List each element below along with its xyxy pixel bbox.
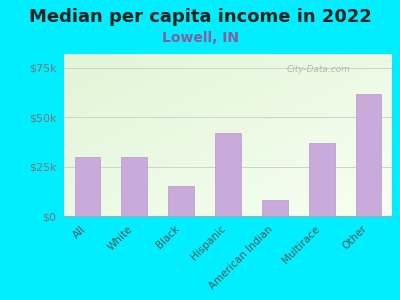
Bar [122, 157, 147, 216]
Bar [215, 133, 241, 216]
Text: Median per capita income in 2022: Median per capita income in 2022 [28, 8, 372, 26]
Bar [356, 94, 382, 216]
Bar [74, 157, 100, 216]
Bar [168, 186, 194, 216]
Bar [262, 200, 288, 216]
Bar [309, 143, 334, 216]
Text: City-Data.com: City-Data.com [287, 65, 351, 74]
Text: Lowell, IN: Lowell, IN [162, 32, 238, 46]
